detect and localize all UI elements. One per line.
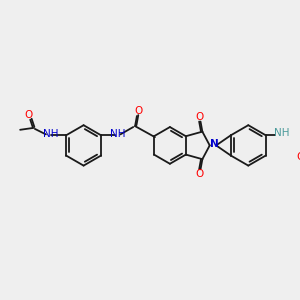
Text: O: O	[24, 110, 32, 120]
Text: N: N	[210, 140, 219, 149]
Text: O: O	[196, 112, 204, 122]
Text: O: O	[297, 152, 300, 162]
Text: NH: NH	[110, 129, 125, 140]
Text: O: O	[196, 169, 204, 179]
Text: O: O	[135, 106, 143, 116]
Text: NH: NH	[43, 129, 58, 140]
Text: NH: NH	[274, 128, 289, 139]
